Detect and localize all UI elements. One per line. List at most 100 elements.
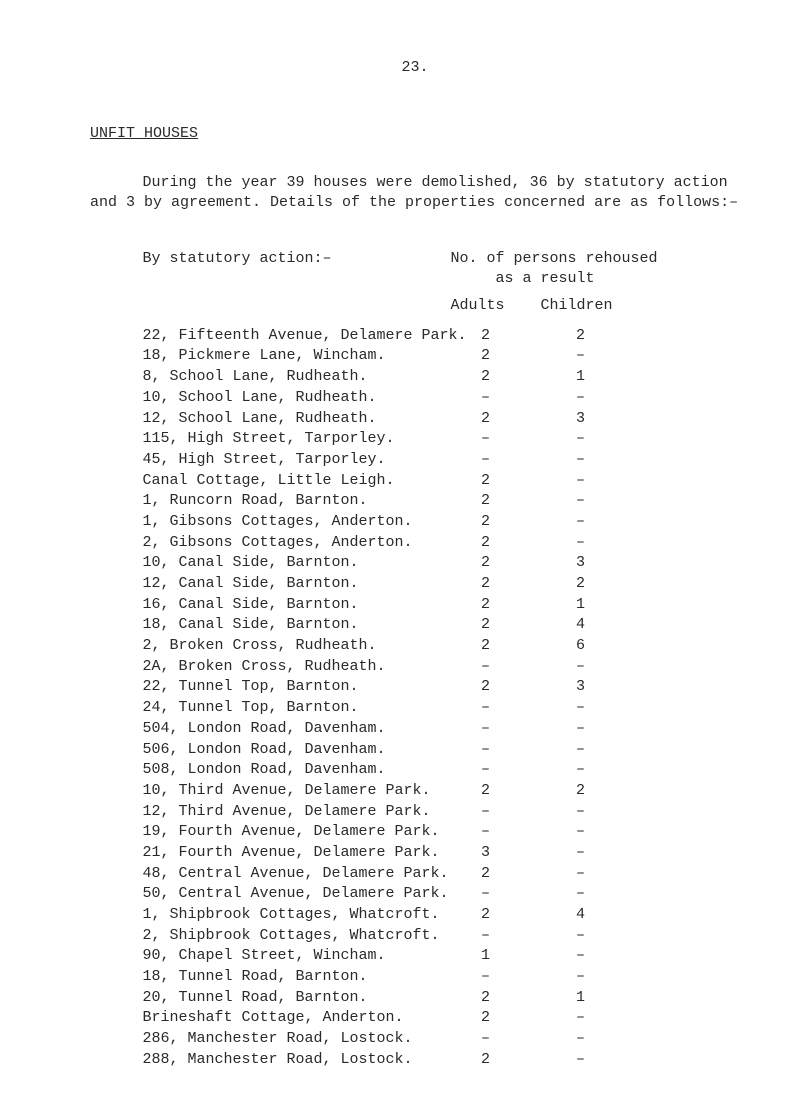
row-children: – <box>521 843 641 864</box>
row-description: 12, Third Avenue, Delamere Park. <box>143 802 451 823</box>
row-description: 18, Tunnel Road, Barnton. <box>143 967 451 988</box>
row-children: – <box>521 698 641 719</box>
section-heading-text: UNFIT HOUSES <box>90 125 198 142</box>
row-children: – <box>521 884 641 905</box>
row-adults: – <box>451 967 521 988</box>
row-children: – <box>521 491 641 512</box>
row-children: 2 <box>521 326 641 347</box>
table-row: 12, Third Avenue, Delamere Park.–– <box>143 802 741 823</box>
table-row: 21, Fourth Avenue, Delamere Park.3– <box>143 843 741 864</box>
row-description: 1, Gibsons Cottages, Anderton. <box>143 512 451 533</box>
table-header-row: By statutory action:– No. of persons reh… <box>143 249 741 290</box>
table-row: 18, Tunnel Road, Barnton.–– <box>143 967 741 988</box>
row-children: 3 <box>521 409 641 430</box>
table-row: 48, Central Avenue, Delamere Park.2– <box>143 864 741 885</box>
row-adults: 2 <box>451 595 521 616</box>
row-adults: 2 <box>451 1050 521 1071</box>
row-description: 21, Fourth Avenue, Delamere Park. <box>143 843 451 864</box>
row-adults: 2 <box>451 553 521 574</box>
table-row: 50, Central Avenue, Delamere Park.–– <box>143 884 741 905</box>
row-adults: – <box>451 657 521 678</box>
table-row: Brineshaft Cottage, Anderton.2– <box>143 1008 741 1029</box>
row-description: 20, Tunnel Road, Barnton. <box>143 988 451 1009</box>
table-row: 12, Canal Side, Barnton.22 <box>143 574 741 595</box>
row-children: – <box>521 657 641 678</box>
row-adults: 2 <box>451 491 521 512</box>
row-children: – <box>521 512 641 533</box>
row-description: 18, Pickmere Lane, Wincham. <box>143 346 451 367</box>
table-row: 2A, Broken Cross, Rudheath.–– <box>143 657 741 678</box>
row-children: – <box>521 346 641 367</box>
row-children: – <box>521 1029 641 1050</box>
row-children: – <box>521 967 641 988</box>
row-adults: 2 <box>451 471 521 492</box>
row-adults: 2 <box>451 1008 521 1029</box>
table-row: 12, School Lane, Rudheath.23 <box>143 409 741 430</box>
subheader-spacer <box>143 296 451 316</box>
row-adults: – <box>451 760 521 781</box>
row-children: 2 <box>521 781 641 802</box>
row-description: 504, London Road, Davenham. <box>143 719 451 740</box>
row-description: 506, London Road, Davenham. <box>143 740 451 761</box>
row-description: 2A, Broken Cross, Rudheath. <box>143 657 451 678</box>
row-adults: – <box>451 802 521 823</box>
header-left: By statutory action:– <box>143 249 451 290</box>
row-children: – <box>521 760 641 781</box>
row-description: Canal Cottage, Little Leigh. <box>143 471 451 492</box>
row-description: 8, School Lane, Rudheath. <box>143 367 451 388</box>
row-children: – <box>521 1050 641 1071</box>
row-description: 12, School Lane, Rudheath. <box>143 409 451 430</box>
table-row: 18, Pickmere Lane, Wincham.2– <box>143 346 741 367</box>
row-description: 1, Runcorn Road, Barnton. <box>143 491 451 512</box>
row-children: 1 <box>521 988 641 1009</box>
row-description: 10, Canal Side, Barnton. <box>143 553 451 574</box>
row-adults: 2 <box>451 409 521 430</box>
row-description: 115, High Street, Tarporley. <box>143 429 451 450</box>
header-right: No. of persons rehoused as a result <box>451 249 671 290</box>
row-children: 6 <box>521 636 641 657</box>
row-adults: 2 <box>451 346 521 367</box>
table-row: 22, Tunnel Top, Barnton.23 <box>143 677 741 698</box>
table-row: 286, Manchester Road, Lostock.–– <box>143 1029 741 1050</box>
row-description: 24, Tunnel Top, Barnton. <box>143 698 451 719</box>
row-adults: – <box>451 740 521 761</box>
intro-paragraph: During the year 39 houses were demolishe… <box>90 173 740 214</box>
table-row: 506, London Road, Davenham.–– <box>143 740 741 761</box>
row-children: – <box>521 429 641 450</box>
row-children: – <box>521 450 641 471</box>
table-row: 22, Fifteenth Avenue, Delamere Park.22 <box>143 326 741 347</box>
table-rows: 22, Fifteenth Avenue, Delamere Park.2218… <box>143 326 741 1071</box>
row-adults: – <box>451 926 521 947</box>
table-row: 2, Broken Cross, Rudheath.26 <box>143 636 741 657</box>
table-row: 20, Tunnel Road, Barnton.21 <box>143 988 741 1009</box>
table-row: Canal Cottage, Little Leigh.2– <box>143 471 741 492</box>
table-row: 504, London Road, Davenham.–– <box>143 719 741 740</box>
row-adults: – <box>451 450 521 471</box>
table-row: 18, Canal Side, Barnton.24 <box>143 615 741 636</box>
table-row: 1, Runcorn Road, Barnton.2– <box>143 491 741 512</box>
row-adults: 2 <box>451 367 521 388</box>
row-description: 16, Canal Side, Barnton. <box>143 595 451 616</box>
table-row: 10, Canal Side, Barnton.23 <box>143 553 741 574</box>
row-adults: 2 <box>451 636 521 657</box>
header-right-line2: as a result <box>451 269 671 289</box>
row-adults: 2 <box>451 326 521 347</box>
row-description: 18, Canal Side, Barnton. <box>143 615 451 636</box>
row-adults: 2 <box>451 512 521 533</box>
row-adults: 2 <box>451 905 521 926</box>
row-description: 22, Fifteenth Avenue, Delamere Park. <box>143 326 451 347</box>
table-subheader-row: Adults Children <box>143 296 741 316</box>
col-adults-header: Adults <box>451 296 541 316</box>
row-description: 90, Chapel Street, Wincham. <box>143 946 451 967</box>
row-description: 286, Manchester Road, Lostock. <box>143 1029 451 1050</box>
row-adults: – <box>451 822 521 843</box>
row-adults: – <box>451 719 521 740</box>
table-row: 90, Chapel Street, Wincham.1– <box>143 946 741 967</box>
row-description: 288, Manchester Road, Lostock. <box>143 1050 451 1071</box>
table-row: 45, High Street, Tarporley.–– <box>143 450 741 471</box>
row-adults: 2 <box>451 864 521 885</box>
header-right-line1: No. of persons rehoused <box>451 249 671 269</box>
row-children: 1 <box>521 595 641 616</box>
table-row: 24, Tunnel Top, Barnton.–– <box>143 698 741 719</box>
row-children: 2 <box>521 574 641 595</box>
